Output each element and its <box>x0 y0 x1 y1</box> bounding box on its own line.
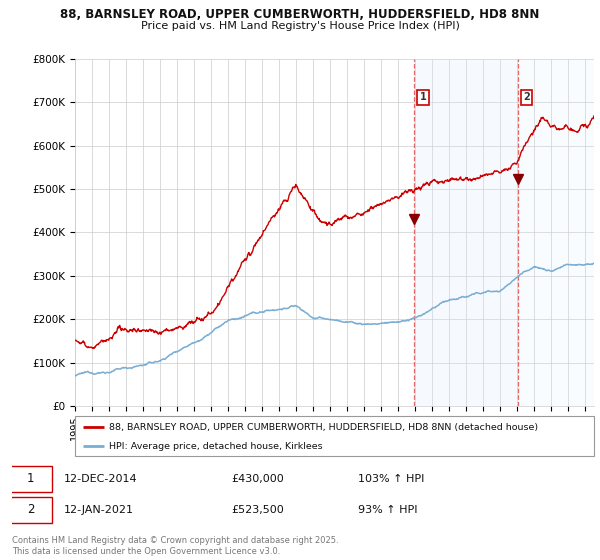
Text: 12-JAN-2021: 12-JAN-2021 <box>64 505 134 515</box>
FancyBboxPatch shape <box>9 497 52 523</box>
Text: 2: 2 <box>26 503 34 516</box>
Text: HPI: Average price, detached house, Kirklees: HPI: Average price, detached house, Kirk… <box>109 442 322 451</box>
Text: 88, BARNSLEY ROAD, UPPER CUMBERWORTH, HUDDERSFIELD, HD8 8NN (detached house): 88, BARNSLEY ROAD, UPPER CUMBERWORTH, HU… <box>109 423 538 432</box>
Text: Price paid vs. HM Land Registry's House Price Index (HPI): Price paid vs. HM Land Registry's House … <box>140 21 460 31</box>
Bar <box>518 59 594 406</box>
Text: £430,000: £430,000 <box>231 474 284 484</box>
Text: 1: 1 <box>26 473 34 486</box>
Text: 88, BARNSLEY ROAD, UPPER CUMBERWORTH, HUDDERSFIELD, HD8 8NN: 88, BARNSLEY ROAD, UPPER CUMBERWORTH, HU… <box>61 8 539 21</box>
Text: 12-DEC-2014: 12-DEC-2014 <box>64 474 137 484</box>
Text: £523,500: £523,500 <box>231 505 284 515</box>
Bar <box>415 59 518 406</box>
Text: Contains HM Land Registry data © Crown copyright and database right 2025.
This d: Contains HM Land Registry data © Crown c… <box>12 536 338 556</box>
Text: 103% ↑ HPI: 103% ↑ HPI <box>358 474 424 484</box>
FancyBboxPatch shape <box>9 466 52 492</box>
Text: 1: 1 <box>419 92 427 102</box>
Text: 93% ↑ HPI: 93% ↑ HPI <box>358 505 417 515</box>
Text: 2: 2 <box>523 92 530 102</box>
